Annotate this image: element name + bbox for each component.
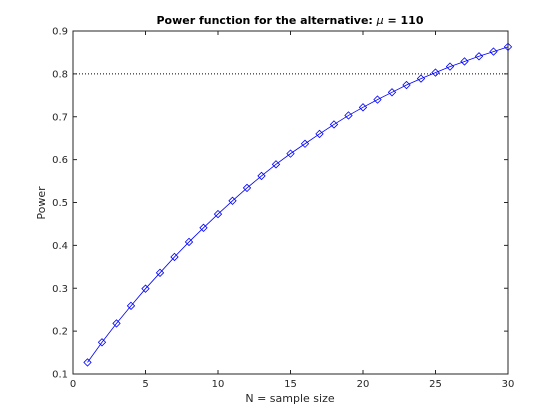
data-point-marker [402,80,411,90]
y-tick-label: 0.9 [52,27,68,38]
data-point-marker [373,95,382,104]
data-point-marker [416,74,426,83]
x-tick-label: 25 [429,379,442,390]
data-point-marker [445,62,455,71]
data-point-marker [503,42,513,52]
y-tick-label: 0.2 [52,327,68,338]
data-point-marker [213,209,223,219]
x-tick-label: 10 [212,379,225,390]
data-point-marker [489,47,498,56]
y-tick-label: 0.6 [52,155,68,166]
data-point-marker [83,358,92,367]
x-axis-label: N = sample size [245,392,334,405]
data-point-marker [329,120,339,129]
y-tick-label: 0.7 [52,112,68,123]
y-tick-label: 0.5 [52,198,68,209]
y-tick-label: 0.3 [52,284,68,295]
y-tick-label: 0.8 [52,69,68,80]
tick-layer: 0 5 10 15 20 25 30 0.1 0.2 0.3 0.4 0.5 0.6 0.7 0.8 0.9 [52,27,514,391]
data-point-marker [242,183,252,193]
data-point-marker [184,237,194,247]
data-point-marker [199,223,208,232]
data-point-marker [344,111,353,120]
data-point-marker [460,57,469,66]
plot-area [72,30,509,375]
data-point-marker [97,338,107,347]
data-point-marker [155,268,165,277]
data-point-marker [315,129,324,139]
x-tick-label: 15 [284,379,297,390]
y-tick-label: 0.1 [52,370,68,381]
data-point-marker [112,319,121,328]
data-point-marker [431,68,440,77]
x-tick-label: 20 [357,379,370,390]
mu-symbol: μ [376,14,384,27]
data-point-marker [257,171,266,181]
x-tick-label: 5 [142,379,148,390]
y-tick-label: 0.4 [52,241,68,252]
data-point-marker [141,284,150,293]
data-point-marker [474,52,484,61]
data-point-marker [126,301,136,310]
x-tick-label: 30 [502,379,515,390]
data-point-marker [170,252,179,262]
data-point-marker [387,88,397,97]
series-layer [83,42,513,367]
y-axis-label: Power [35,186,48,220]
data-point-marker [271,160,281,169]
data-point-marker [358,103,368,112]
x-tick-label: 0 [70,379,76,390]
data-point-marker [228,196,237,205]
data-point-marker [286,149,295,158]
data-point-marker [300,139,310,148]
chart-title: Power function for the alternative: μ = … [156,14,423,27]
